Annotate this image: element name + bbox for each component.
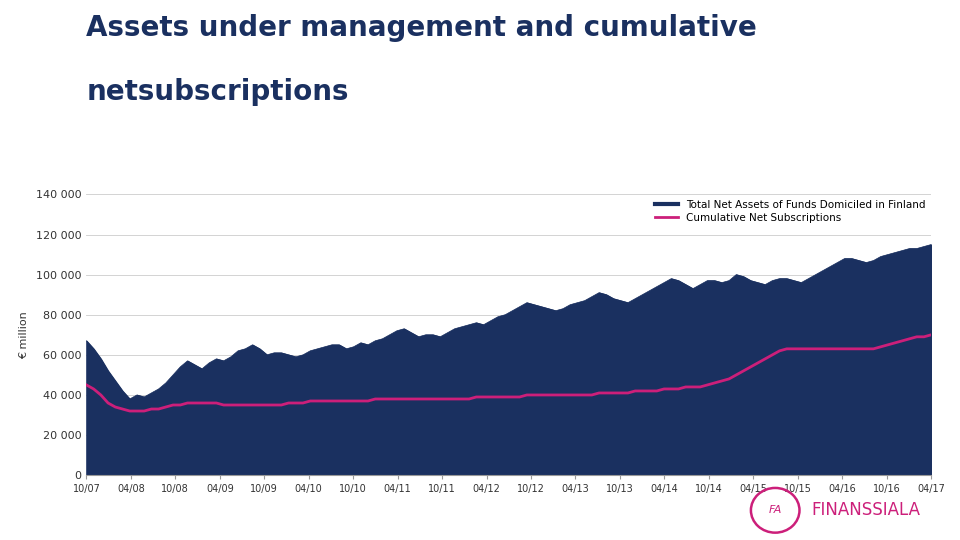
Text: Assets under management and cumulative: Assets under management and cumulative: [86, 14, 757, 42]
Y-axis label: € million: € million: [19, 311, 29, 359]
Text: FA: FA: [769, 505, 781, 515]
Legend: Total Net Assets of Funds Domiciled in Finland, Cumulative Net Subscriptions: Total Net Assets of Funds Domiciled in F…: [656, 200, 926, 222]
Text: netsubscriptions: netsubscriptions: [86, 78, 348, 106]
Text: FINANSSIALA: FINANSSIALA: [811, 501, 921, 519]
